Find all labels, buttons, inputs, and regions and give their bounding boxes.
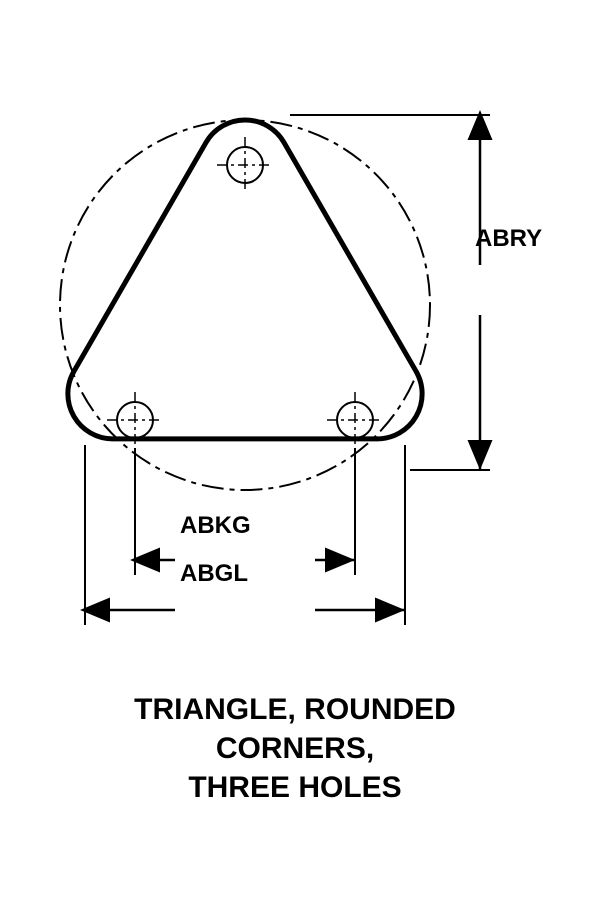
- caption-line-2: CORNERS,: [0, 729, 590, 768]
- abkg-label: ABKG: [180, 512, 251, 540]
- bounding-circle: [60, 120, 430, 490]
- abgl-label: ABGL: [180, 560, 248, 588]
- caption-line-3: THREE HOLES: [0, 768, 590, 807]
- technical-diagram: [20, 50, 570, 650]
- caption-line-1: TRIANGLE, ROUNDED: [0, 690, 590, 729]
- abry-label: ABRY: [475, 225, 542, 253]
- holes: [107, 137, 383, 448]
- dim-abry: [290, 115, 490, 470]
- caption: TRIANGLE, ROUNDED CORNERS, THREE HOLES: [0, 690, 590, 807]
- diagram-svg: [20, 50, 570, 650]
